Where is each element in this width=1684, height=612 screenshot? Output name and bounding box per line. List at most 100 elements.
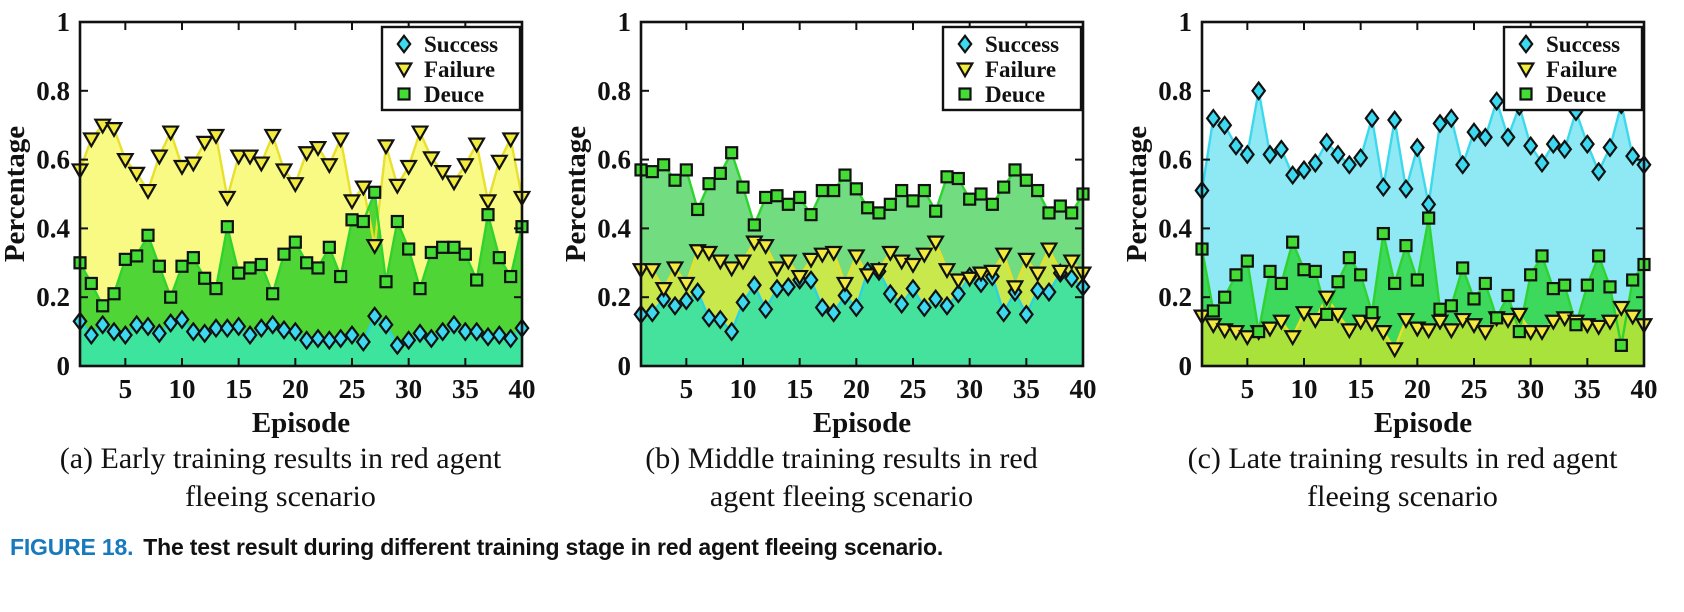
marker-deuce-icon (300, 256, 314, 270)
legend-success-icon (1518, 33, 1534, 55)
x-tick-label: 35 (452, 374, 479, 404)
x-tick-label: 35 (1574, 374, 1601, 404)
marker-deuce-icon (759, 190, 773, 205)
marker-failure-icon (824, 245, 843, 262)
marker-failure-icon (801, 252, 821, 269)
marker-deuce-icon (849, 182, 863, 196)
marker-success-icon (678, 290, 694, 311)
legend-label-failure: Failure (1546, 57, 1617, 82)
marker-deuce-icon (940, 170, 954, 184)
marker-failure-icon (1498, 312, 1518, 329)
marker-deuce-icon (1342, 251, 1356, 265)
marker-deuce-icon (1365, 306, 1379, 320)
line-success (79, 314, 523, 347)
marker-deuce-icon (243, 261, 257, 275)
marker-deuce-icon (895, 183, 909, 198)
marker-success-icon (457, 321, 473, 342)
panel-b-caption-line2: agent fleeing scenario (709, 480, 974, 513)
marker-failure-icon (138, 183, 158, 200)
x-tick-label: 10 (730, 374, 757, 404)
marker-success-icon (151, 323, 167, 344)
x-tick-label: 30 (956, 374, 983, 404)
y-tick-label: 0.8 (36, 76, 70, 106)
line-success (1200, 89, 1645, 206)
marker-success-icon (1296, 159, 1312, 180)
legend-label-failure: Failure (424, 57, 495, 82)
legend-failure-icon (955, 62, 975, 79)
marker-deuce-icon (804, 208, 818, 222)
markers-success (72, 306, 530, 356)
marker-failure-icon (779, 254, 798, 271)
marker-success-icon (1239, 144, 1255, 165)
marker-deuce-icon (951, 171, 965, 186)
markers-deuce (634, 146, 1090, 232)
marker-deuce-icon (1376, 226, 1390, 241)
y-axis-label: Percentage (561, 126, 592, 262)
marker-failure-icon (1532, 325, 1552, 342)
marker-success-icon (1398, 178, 1414, 199)
area-success (641, 271, 1083, 366)
x-tick-label: 25 (900, 374, 927, 404)
marker-failure-icon (320, 158, 339, 175)
marker-deuce-icon (220, 220, 234, 234)
marker-failure-icon (1317, 290, 1336, 307)
marker-deuce-icon (152, 259, 166, 273)
panel-a-caption: (a) Early training results in red agent … (60, 440, 502, 516)
marker-failure-icon (1017, 252, 1036, 269)
panel-c-caption: (c) Late training results in red agent f… (1188, 440, 1618, 516)
marker-success-icon (1205, 108, 1221, 129)
marker-failure-icon (1419, 323, 1438, 340)
marker-success-icon (1443, 108, 1459, 129)
marker-failure-icon (1600, 314, 1620, 331)
marker-failure-icon (229, 149, 248, 166)
marker-deuce-icon (827, 183, 841, 198)
marker-deuce-icon (470, 273, 484, 287)
marker-success-icon (928, 288, 944, 309)
marker-failure-icon (82, 132, 101, 149)
marker-failure-icon (1272, 314, 1291, 331)
marker-deuce-icon (781, 197, 795, 211)
legend-label-success: Success (1546, 32, 1620, 57)
marker-success-icon (1432, 113, 1448, 134)
marker-success-icon (491, 325, 507, 346)
x-axis-label: Episode (813, 407, 911, 438)
marker-deuce-icon (1626, 273, 1640, 287)
marker-success-icon (916, 297, 932, 318)
x-tick-label: 20 (1404, 374, 1431, 404)
marker-deuce-icon (1569, 318, 1583, 332)
marker-deuce-icon (413, 282, 427, 296)
marker-success-icon (1273, 139, 1289, 160)
marker-failure-icon (161, 125, 180, 142)
marker-success-icon (667, 295, 683, 316)
marker-failure-icon (1260, 321, 1280, 338)
marker-failure-icon (1396, 312, 1416, 329)
panel-a-caption-line2: fleeing scenario (185, 480, 376, 513)
marker-success-icon (758, 299, 774, 320)
marker-success-icon (1602, 137, 1618, 158)
marker-success-icon (378, 314, 394, 335)
marker-deuce-icon (345, 213, 359, 227)
marker-success-icon (1319, 132, 1335, 153)
marker-failure-icon (835, 276, 855, 293)
marker-deuce-icon (311, 261, 325, 275)
x-tick-label: 20 (282, 374, 309, 404)
x-tick-label: 40 (509, 374, 536, 404)
marker-deuce-icon (1546, 282, 1560, 296)
marker-failure-icon (365, 239, 384, 256)
marker-success-icon (208, 318, 224, 339)
marker-deuce-icon (1456, 261, 1470, 275)
marker-success-icon (219, 318, 235, 339)
marker-success-icon (1353, 147, 1369, 168)
marker-deuce-icon (1019, 173, 1033, 187)
marker-success-icon (1534, 153, 1550, 174)
marker-success-icon (242, 325, 258, 346)
marker-deuce-icon (447, 240, 461, 254)
marker-success-icon (882, 283, 898, 304)
marker-deuce-icon (713, 166, 727, 180)
marker-failure-icon (733, 254, 753, 271)
marker-success-icon (996, 302, 1012, 323)
marker-success-icon (1409, 137, 1425, 158)
marker-success-icon (480, 326, 496, 347)
